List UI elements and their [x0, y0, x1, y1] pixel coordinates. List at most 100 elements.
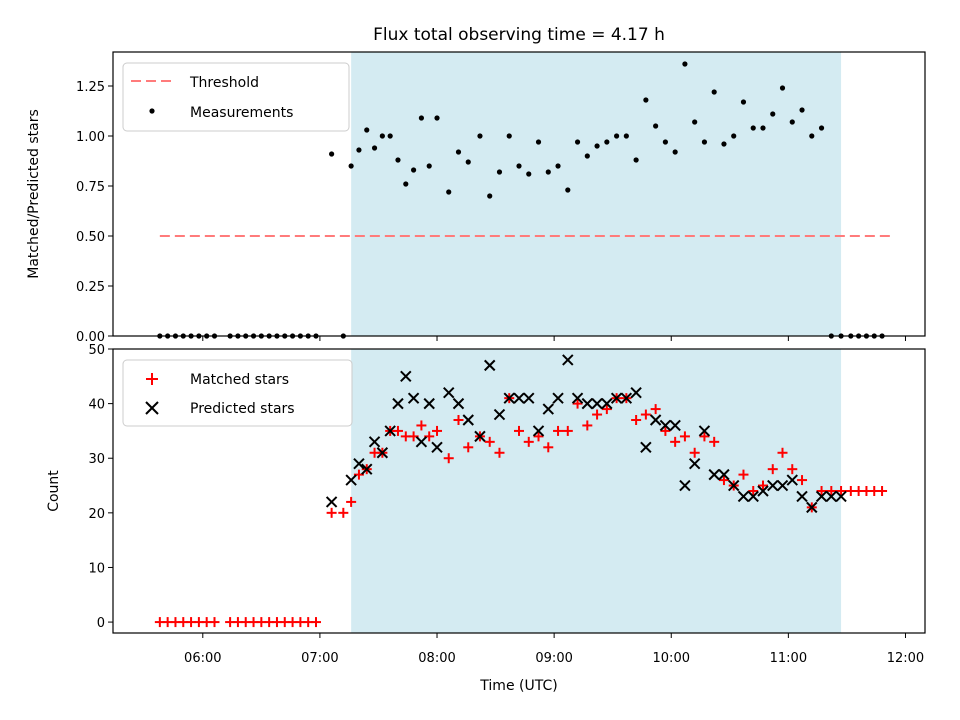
x-tick-label: 12:00: [887, 651, 924, 666]
bottom-y-axis: 0 10 20 30 40 50: [88, 343, 113, 631]
measurement-point: [623, 133, 629, 139]
matched-star-point: [689, 447, 700, 458]
predicted-star-point: [825, 490, 838, 503]
measurement-point: [379, 133, 385, 139]
predicted-star-point: [532, 425, 545, 437]
matched-star-point: [679, 431, 690, 442]
measurement-point: [426, 163, 432, 169]
predicted-star-point: [776, 479, 789, 492]
top-legend: Threshold Measurements: [122, 62, 350, 132]
matched-star-point: [797, 475, 808, 486]
matched-star-point: [826, 486, 837, 496]
matched-star-point: [514, 425, 524, 436]
predicted-star-point: [601, 397, 613, 410]
matched-star-point: [484, 436, 495, 447]
predicted-star-point: [415, 436, 428, 448]
matched-star-point: [416, 420, 427, 431]
measurement-point: [387, 133, 393, 139]
y-tick-label: 0.50: [76, 230, 105, 245]
matched-star-point: [592, 409, 603, 420]
observing-span-shade: [351, 52, 842, 336]
measurement-point: [356, 147, 362, 153]
matched-star-point: [392, 425, 403, 436]
predicted-star-point: [591, 397, 603, 410]
measurement-point: [613, 133, 620, 139]
legend-measurements-swatch: [149, 108, 155, 114]
x-tick-label: 11:00: [770, 651, 807, 666]
legend-matched-swatch: [146, 373, 158, 385]
measurement-point: [477, 133, 483, 139]
predicted-star-point: [767, 479, 779, 492]
predicted-star-point: [407, 392, 420, 404]
predicted-star-point: [542, 403, 554, 415]
measurement-point: [446, 189, 452, 195]
predicted-star-point: [552, 392, 564, 404]
matched-star-point: [748, 486, 759, 496]
measurement-point: [682, 61, 688, 67]
matched-star-point: [326, 507, 337, 518]
predicted-star-point: [737, 490, 750, 503]
predicted-star-point: [835, 490, 847, 503]
measurement-point: [364, 127, 370, 133]
top-x-axis: [202, 336, 906, 341]
legend-matched-label: Matched stars: [190, 372, 289, 388]
legend-threshold-label: Threshold: [189, 75, 259, 91]
measurement-point: [348, 163, 354, 169]
measurement-point: [565, 187, 571, 193]
predicted-star-point: [474, 430, 486, 443]
bottom-plot-frame: [112, 348, 926, 634]
measurement-point: [760, 125, 766, 131]
predicted-star-point: [698, 425, 711, 437]
measurement-point: [731, 133, 737, 139]
measurement-point: [662, 139, 668, 145]
predicted-star-point: [484, 359, 496, 372]
x-tick-label: 07:00: [301, 651, 338, 666]
measurement-point: [506, 133, 512, 139]
y-tick-label: 1.00: [76, 130, 105, 145]
predicted-star-point: [376, 447, 389, 459]
matched-star-point: [443, 453, 454, 464]
measurement-point: [653, 123, 659, 129]
measurement-point: [779, 85, 786, 91]
measurement-point: [455, 149, 462, 155]
measurement-point: [410, 167, 417, 173]
predicted-star-point: [669, 419, 681, 432]
matched-star-point: [543, 442, 554, 453]
matched-star-point: [494, 447, 505, 458]
measurement-point: [643, 97, 649, 103]
legend-measurements-label: Measurements: [190, 105, 293, 121]
measurement-point: [672, 149, 678, 155]
predicted-star-point: [757, 485, 769, 497]
predicted-star-point: [796, 490, 808, 503]
y-tick-label: 30: [88, 452, 105, 467]
matched-star-point: [346, 496, 357, 507]
matched-star-point: [699, 431, 710, 442]
x-tick-label: 08:00: [418, 651, 455, 666]
predicted-star-point: [688, 457, 701, 470]
x-tick-label: 09:00: [535, 651, 572, 666]
matched-star-point: [757, 480, 768, 491]
measurement-point: [465, 159, 471, 165]
predicted-star-point: [443, 386, 455, 399]
predicted-star-point: [659, 419, 672, 432]
matched-star-point: [572, 398, 583, 409]
matched-star-point: [777, 447, 788, 458]
predicted-star-point: [423, 397, 435, 410]
predicted-star-point: [345, 474, 357, 486]
measurement-point: [395, 157, 401, 163]
matched-star-point: [338, 507, 349, 518]
predicted-star-point: [503, 392, 515, 404]
predicted-star-point: [620, 392, 633, 404]
predicted-star-point: [400, 370, 412, 383]
measurement-point: [799, 107, 805, 113]
measurement-point: [594, 143, 600, 149]
predicted-star-point: [640, 441, 652, 454]
bottom-panel: 0 10 20 30 40 50 06:00 07:00 08:00 09:00 10:00 11:…: [46, 343, 926, 694]
matched-star-point: [816, 486, 827, 496]
measurement-point: [555, 163, 561, 169]
matched-star-point: [640, 409, 651, 420]
bottom-x-axis: 06:00 07:00 08:00 09:00 10:00 11:00 12:00: [184, 633, 924, 666]
matched-star-point: [787, 464, 798, 475]
matched-star-point: [718, 475, 729, 486]
